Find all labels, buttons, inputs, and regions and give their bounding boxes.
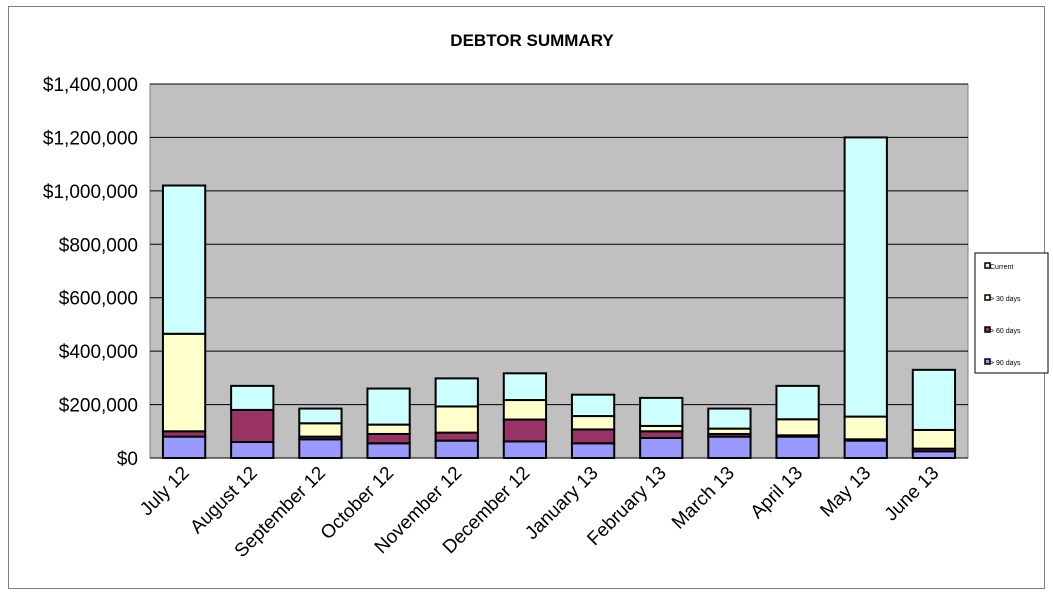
gridlines (150, 83, 968, 406)
legend-label: > 30 days (990, 296, 1021, 303)
bar-segment (366, 387, 411, 426)
legend-swatch (984, 294, 991, 301)
bar-segment (502, 418, 548, 443)
y-tick-label: $1,000,000 (43, 182, 138, 203)
chart-title: DEBTOR SUMMARY (450, 31, 614, 50)
bar-segment (366, 423, 411, 435)
bar-segment (366, 432, 411, 445)
bar-segment (775, 435, 820, 459)
bar-segment (502, 372, 548, 402)
bar-segment (775, 418, 820, 437)
bar-segment (161, 332, 207, 433)
y-tick-label: $600,000 (59, 289, 138, 310)
bar-segment (230, 384, 275, 411)
bar-segment (161, 184, 207, 335)
legend-label: > 60 days (990, 328, 1021, 335)
legend-swatch (984, 262, 991, 269)
bar-segment (911, 368, 957, 431)
bar-segment (161, 435, 207, 459)
bar-segment (570, 428, 616, 445)
bar-segment (843, 136, 888, 418)
bar-segment (639, 436, 684, 460)
y-axis: $0 $200,000 $400,000 $600,000 $800,000 $1,000… (43, 75, 968, 470)
y-tick-label: $200,000 (59, 396, 138, 417)
legend-swatch (984, 326, 991, 333)
plot-area (149, 83, 969, 459)
bar-segment (434, 405, 479, 434)
bar-segment (502, 440, 548, 459)
bar-segment (434, 431, 479, 442)
bar-segment (843, 439, 888, 459)
x-tick-label: May 13 (816, 463, 875, 522)
bars (161, 136, 957, 460)
bar-segment (639, 396, 684, 427)
legend-label: > 90 days (990, 360, 1021, 367)
legend-label: Current (990, 264, 1013, 271)
x-tick-label: March 13 (668, 463, 739, 534)
bar-segment (434, 377, 479, 408)
y-tick-label: $800,000 (59, 235, 138, 256)
bar-segment (570, 393, 616, 418)
bar-segment (570, 442, 616, 459)
bar-segment (911, 450, 957, 460)
y-tick-label: $1,200,000 (43, 128, 138, 149)
bar-segment (570, 415, 616, 431)
bar-segment (639, 430, 684, 439)
y-tick-label: $0 (117, 449, 138, 470)
bar-segment (775, 384, 820, 421)
y-tick-label: $1,400,000 (43, 75, 138, 96)
bar-segment (707, 435, 752, 459)
bar-segment (502, 399, 548, 421)
legend: Current > 30 days > 60 days > 90 days (974, 252, 1049, 374)
bar-segment (707, 407, 752, 430)
y-tick-label: $400,000 (59, 342, 138, 363)
bar-segment (298, 422, 343, 438)
legend-swatch (984, 358, 991, 365)
bar-segment (366, 442, 411, 459)
bar-segment (230, 440, 275, 460)
x-tick-label: April 13 (747, 463, 807, 523)
bar-segment (230, 408, 275, 443)
x-tick-label: June 13 (881, 463, 944, 526)
bar-segment (911, 428, 957, 450)
bar-segment (434, 439, 479, 459)
bar-segment (843, 415, 888, 441)
bar-segment (298, 438, 343, 459)
legend-box (974, 252, 1049, 374)
bar-segment (298, 407, 343, 425)
x-tick-label: July 12 (136, 463, 193, 520)
